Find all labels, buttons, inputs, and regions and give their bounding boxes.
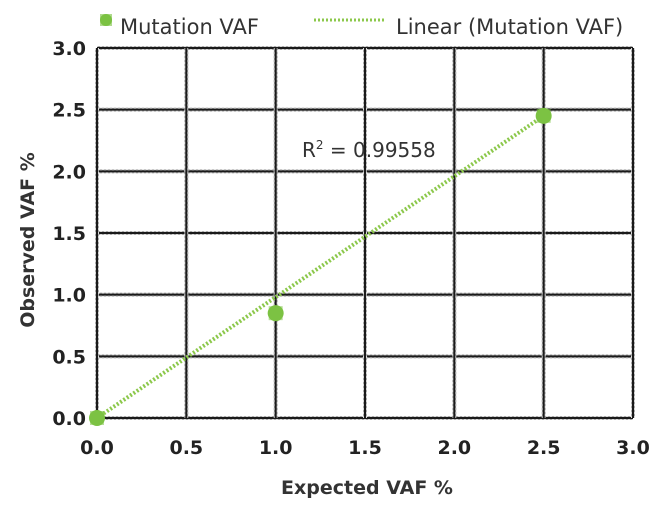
data-point-marker-texture (536, 108, 551, 123)
x-axis-label: Expected VAF % (281, 477, 453, 499)
data-point-marker-texture (268, 306, 283, 321)
legend-label-linear-trendline: Linear (Mutation VAF) (396, 15, 623, 39)
x-tick-label: 0.0 (80, 437, 114, 459)
x-tick-label: 0.5 (169, 437, 203, 459)
legend: Mutation VAF Linear (Mutation VAF) (100, 14, 623, 39)
legend-label-mutation-vaf: Mutation VAF (120, 15, 259, 39)
y-tick-label: 1.5 (52, 223, 86, 245)
trendline-linear (95, 114, 545, 420)
y-tick-label: 2.5 (52, 100, 86, 122)
data-point (535, 107, 552, 124)
r-squared-superscript: 2 (316, 138, 324, 152)
x-tick-label: 3.0 (616, 437, 650, 459)
x-tick-label: 1.0 (259, 437, 293, 459)
r-squared-value: = 0.99558 (324, 138, 436, 162)
y-tick-label: 1.0 (52, 285, 86, 307)
y-tick-label: 2.0 (52, 161, 86, 183)
y-tick-label: 0.5 (52, 346, 86, 368)
x-tick-label: 2.0 (437, 437, 471, 459)
legend-marker-mutation-vaf (100, 14, 112, 26)
data-points (89, 107, 552, 426)
x-tick-label: 1.5 (348, 437, 382, 459)
x-tick-label: 2.5 (527, 437, 561, 459)
y-axis-label: Observed VAF % (17, 152, 39, 328)
data-point (89, 410, 105, 426)
x-axis-ticks: 0.0 0.5 1.0 1.5 2.0 2.5 3.0 (80, 437, 650, 459)
r-squared-annotation: R2 = 0.99558 (302, 138, 436, 162)
data-point-marker-texture (90, 411, 104, 425)
y-tick-label: 3.0 (52, 38, 86, 60)
r-squared-prefix: R (302, 138, 316, 162)
data-point (267, 305, 284, 322)
y-axis-ticks: 0.0 0.5 1.0 1.5 2.0 2.5 3.0 (52, 38, 86, 430)
y-tick-label: 0.0 (52, 408, 86, 430)
